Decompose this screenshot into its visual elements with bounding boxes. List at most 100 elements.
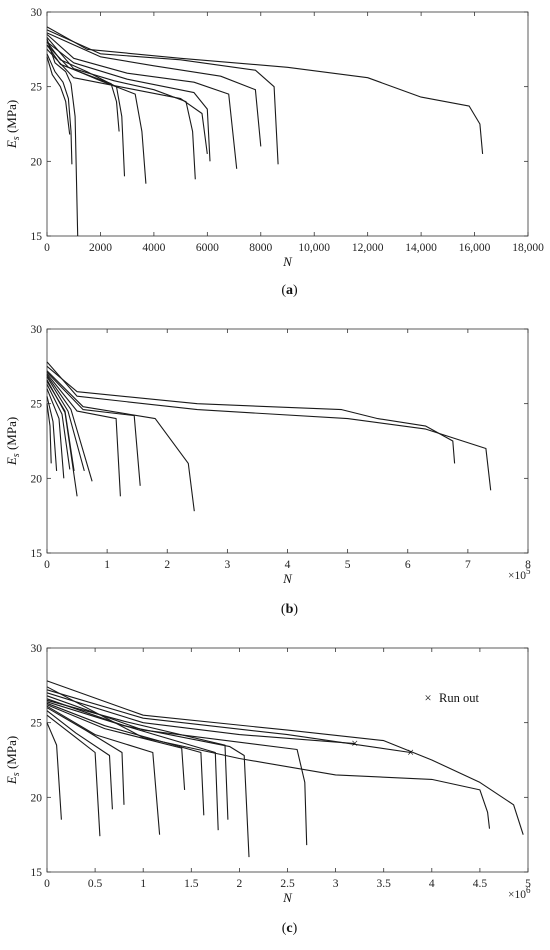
y-tick-label: 30 (31, 324, 43, 336)
x-tick-label: 4 (285, 559, 291, 571)
y-tick-label: 20 (31, 792, 43, 804)
series-line (46, 41, 211, 162)
x-axis-label: N (282, 571, 293, 586)
y-tick-label: 25 (31, 82, 43, 94)
series-line (46, 376, 85, 472)
series-line (46, 373, 121, 497)
series-line (46, 32, 262, 147)
series-line (46, 365, 456, 464)
x-tick-label: 0 (44, 242, 50, 254)
x-tick-label: 4000 (142, 242, 165, 254)
x-tick-label: 3 (333, 878, 339, 890)
x-tick-label: 8000 (249, 242, 272, 254)
legend-marker: × (424, 691, 431, 705)
x-tick-label: 0 (44, 878, 50, 890)
y-tick-label: 20 (31, 156, 43, 168)
x-tick-label: 3 (225, 559, 231, 571)
series-line (46, 48, 208, 154)
x-tick-label: 0.5 (88, 878, 103, 890)
plot-frame (46, 647, 529, 873)
panel-caption: (c) (282, 921, 298, 936)
x-tick-label: 8 (525, 559, 531, 571)
series-line (46, 29, 279, 165)
x-axis-label: N (282, 254, 293, 269)
x-tick-label: 2000 (89, 242, 112, 254)
x-tick-label: 2 (237, 878, 243, 890)
x-tick-label: 18,000 (512, 242, 544, 254)
series-line (46, 695, 308, 846)
plot-frame (46, 11, 529, 237)
y-tick-label: 25 (31, 718, 43, 730)
y-tick-label: 30 (31, 7, 43, 19)
series-line (46, 692, 355, 745)
series-line (46, 53, 73, 165)
x-axis-multiplier: ×106 (508, 885, 531, 901)
panel-2: 0 1 2 3 4 5 6 7 8 15 20 25 30 N Es (MPa) ×105 (b) (4, 324, 531, 617)
x-tick-label: 0 (44, 559, 50, 571)
y-tick-label: 15 (31, 548, 43, 560)
series-line (46, 680, 524, 835)
series-line (46, 388, 65, 479)
panel-1: 0 2000 4000 6000 8000 10,000 12,000 14,000 16,00… (4, 7, 544, 298)
series-line (46, 403, 52, 464)
runout-marker: × (407, 746, 414, 760)
series-line (46, 38, 79, 237)
x-tick-label: 14,000 (405, 242, 437, 254)
x-tick-label: 12,000 (352, 242, 384, 254)
y-tick-label: 15 (31, 231, 43, 243)
y-tick-label: 20 (31, 473, 43, 485)
panel-caption: (b) (281, 602, 298, 617)
series-line (46, 33, 238, 169)
y-tick-label: 30 (31, 643, 43, 655)
y-tick-label: 25 (31, 399, 43, 411)
series-line (46, 701, 219, 831)
series-line (46, 722, 62, 820)
x-tick-label: 6 (405, 559, 411, 571)
x-tick-label: 1 (140, 878, 146, 890)
series-line (46, 702, 205, 816)
y-axis-label: Es (MPa) (4, 417, 22, 466)
panel-3: 0 0.5 1 1.5 2 2.5 3 3.5 4 4.5 5 15 20 25 30 N Es (MPa) ×1… (4, 643, 531, 936)
plot-frame (46, 328, 529, 554)
x-tick-label: 10,000 (298, 242, 330, 254)
series-line (46, 689, 411, 754)
x-tick-label: 1 (104, 559, 110, 571)
series-line (46, 698, 250, 858)
series-line (46, 714, 101, 837)
x-tick-label: 6000 (196, 242, 219, 254)
x-tick-label: 1.5 (184, 878, 199, 890)
series-line (46, 370, 195, 512)
series-line (46, 707, 125, 805)
series-line (46, 705, 161, 835)
x-tick-label: 3.5 (377, 878, 392, 890)
series-line (46, 26, 484, 154)
series-line (46, 56, 71, 135)
x-tick-label: 2 (164, 559, 170, 571)
x-tick-label: 2.5 (280, 878, 295, 890)
series-line (46, 686, 491, 829)
series-line (46, 371, 141, 486)
series-line (46, 704, 186, 790)
x-axis-label: N (282, 890, 293, 905)
series-line (46, 361, 492, 491)
series-line (46, 44, 147, 184)
y-axis-label: Es (MPa) (4, 736, 22, 785)
x-tick-label: 4.5 (473, 878, 488, 890)
series-line (46, 396, 58, 471)
legend-label: Run out (439, 691, 479, 705)
x-tick-label: 7 (465, 559, 471, 571)
x-axis-multiplier: ×105 (508, 566, 531, 582)
y-axis-label: Es (MPa) (4, 100, 22, 149)
series-line (46, 374, 93, 482)
x-tick-label: 4 (429, 878, 435, 890)
x-tick-label: 5 (345, 559, 351, 571)
runout-marker: × (351, 737, 358, 751)
x-tick-label: 5 (525, 878, 531, 890)
series-line (46, 699, 229, 820)
y-tick-label: 15 (31, 867, 43, 879)
series-line (46, 384, 71, 470)
panel-caption: (a) (281, 283, 298, 298)
series-line (46, 37, 196, 180)
series-line (46, 710, 113, 810)
